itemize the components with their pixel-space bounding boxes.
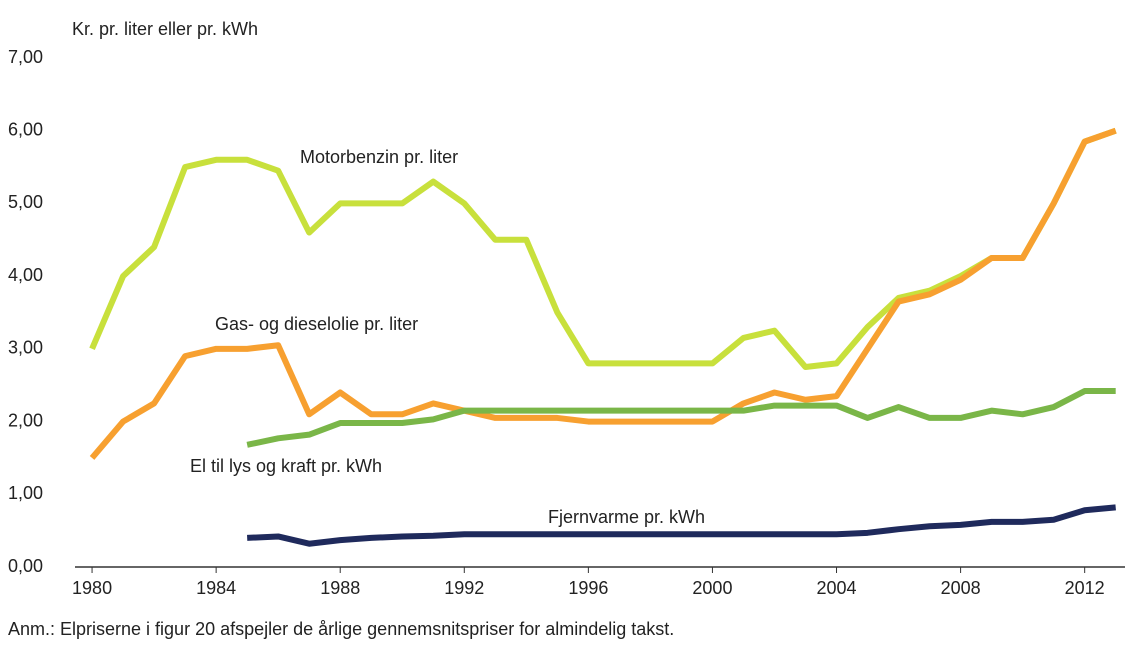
y-tick-label: 6,00 <box>8 119 43 139</box>
series-line <box>89 127 1117 460</box>
x-tick-label: 2004 <box>816 578 856 598</box>
x-tick-label: 1996 <box>568 578 608 598</box>
x-tick-label: 1988 <box>320 578 360 598</box>
x-tick-label: 1984 <box>196 578 236 598</box>
y-tick-label: 3,00 <box>8 338 43 358</box>
series-line <box>247 504 1116 547</box>
x-tick-label: 1992 <box>444 578 484 598</box>
y-tick-label: 5,00 <box>8 192 43 212</box>
series-line <box>89 127 1117 371</box>
note: Anm.: Elpriserne i figur 20 afspejler de… <box>8 619 674 639</box>
series-label: Fjernvarme pr. kWh <box>548 507 705 527</box>
y-tick-label: 4,00 <box>8 265 43 285</box>
x-tick-label: 2000 <box>692 578 732 598</box>
series-label: El til lys og kraft pr. kWh <box>190 456 382 476</box>
x-tick-label: 1980 <box>72 578 112 598</box>
y-tick-label: 7,00 <box>8 47 43 67</box>
x-tick-label: 2008 <box>941 578 981 598</box>
x-tick-label: 2012 <box>1065 578 1105 598</box>
y-axis-label: Kr. pr. liter eller pr. kWh <box>72 19 258 39</box>
y-tick-label: 1,00 <box>8 483 43 503</box>
y-tick-label: 0,00 <box>8 556 43 576</box>
y-tick-label: 2,00 <box>8 410 43 430</box>
series-label: Motorbenzin pr. liter <box>300 147 458 167</box>
series-line <box>246 388 1116 448</box>
series-label: Gas- og dieselolie pr. liter <box>215 314 418 334</box>
